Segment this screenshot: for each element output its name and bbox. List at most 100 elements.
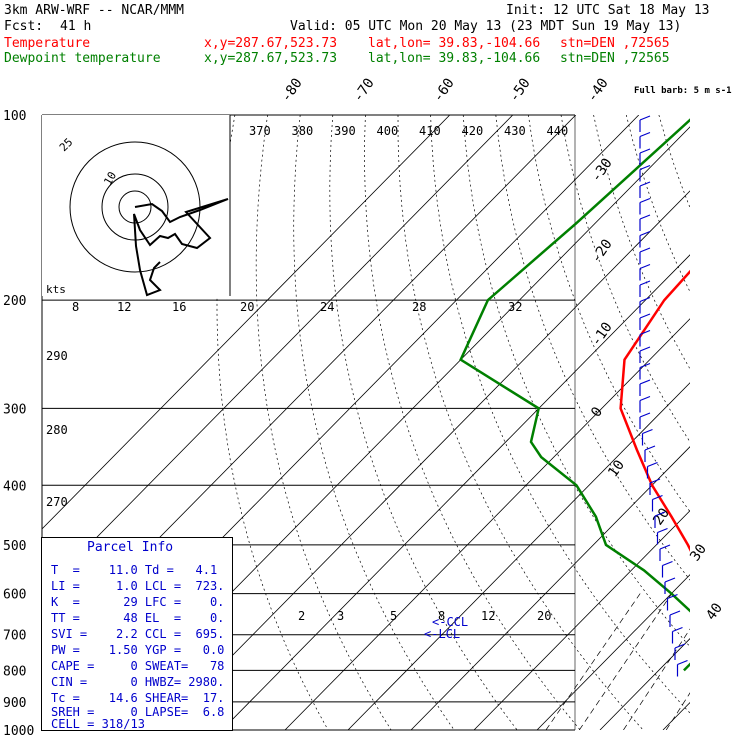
wind-barb-flag	[639, 247, 651, 253]
theta-label: 390	[334, 124, 356, 138]
dry-adiabat-lines	[216, 115, 690, 730]
pressure-label: 300	[3, 402, 26, 417]
wind-barbs	[639, 115, 688, 677]
wind-barb-flag	[639, 346, 651, 352]
hodograph-speed-label: 32	[508, 300, 522, 314]
isotherm-line	[221, 254, 690, 730]
temperature-top-label: -70	[350, 75, 378, 105]
hodograph-ring-label: 10	[101, 170, 119, 188]
hodograph-speed-label: 28	[412, 300, 426, 314]
mixing-ratio-label: 2	[298, 609, 305, 623]
mixing-ratio-label: 12	[481, 609, 495, 623]
parcel-info-panel: Parcel Info T = 11.0 Td = 4.1 LI = 1.0 L…	[41, 537, 233, 731]
temperature-top-label: -50	[506, 75, 534, 105]
init-time: Init: 12 UTC Sat 18 May 13	[506, 3, 710, 18]
parcel-row: CELL = 318/13	[51, 717, 145, 731]
dry-adiabat-line	[462, 115, 690, 648]
isotherm-line	[473, 510, 690, 730]
wind-barb-flag	[657, 527, 668, 534]
parcel-row: LI = 1.0 LCL = 723.	[51, 579, 225, 593]
adiabat-label: 280	[46, 423, 68, 437]
wind-barb-flag	[639, 214, 651, 220]
isotherm-line	[536, 574, 690, 730]
wind-barb-flag	[639, 280, 651, 286]
temperature-station: stn=DEN ,72565	[560, 36, 670, 51]
temperature-right-label: -30	[588, 155, 616, 185]
isotherm-line	[726, 115, 740, 730]
forecast-label: Fcst:	[4, 19, 44, 34]
wind-barb-flag	[639, 412, 651, 418]
dry-adiabat-line	[528, 115, 690, 513]
dry-adiabat-line	[658, 115, 690, 209]
hodograph-trace	[133, 198, 229, 297]
temperature-coords: x,y=287.67,523.73	[204, 36, 338, 51]
parcel-row: T = 11.0 Td = 4.1	[51, 563, 218, 577]
full-barb-note: Full barb: 5 m s-1	[634, 86, 732, 96]
temperature-legend: Temperature	[4, 36, 91, 51]
theta-label: 380	[292, 124, 314, 138]
ccl-annotation: <-CCL	[432, 615, 469, 629]
wind-barb-flag	[662, 560, 673, 567]
adiabat-label: 290	[46, 349, 68, 363]
temperature-right-label: 20	[650, 505, 673, 528]
temperature-top-label: -40	[584, 75, 612, 105]
mixing-ratio-line	[623, 628, 690, 730]
theta-label: 400	[377, 124, 399, 138]
dry-adiabat-line	[397, 115, 644, 730]
parcel-row: CIN = 0 HWBZ= 2980.	[51, 675, 225, 689]
wind-barb-flag	[652, 494, 663, 501]
parcel-info-title: Parcel Info	[87, 540, 174, 555]
isotherm-line	[42, 115, 514, 594]
pressure-label: 500	[3, 539, 26, 554]
wind-barb-flag	[642, 428, 653, 435]
wind-barb-flag	[639, 296, 651, 303]
temperature-right-label: 40	[703, 600, 726, 623]
pressure-label: 200	[3, 294, 26, 309]
wind-barb-flag	[669, 610, 681, 616]
wind-barb-flag	[639, 379, 651, 385]
dewpoint-latlon: lat,lon= 39.83,-104.66	[368, 51, 541, 66]
dry-adiabat-line	[625, 115, 690, 293]
theta-label: 420	[462, 124, 484, 138]
pressure-label: 400	[3, 479, 26, 494]
axis-labels: 100 200 300 400 500 600 700 800 900 1000 -80 -70 -60…	[3, 75, 726, 739]
mixing-ratio-line	[545, 593, 641, 730]
wind-barb-flag	[654, 511, 666, 517]
temperature-latlon: lat,lon= 39.83,-104.66	[368, 36, 541, 51]
wind-barb-flag	[667, 593, 678, 600]
isotherm-line	[42, 115, 451, 530]
mixing-ratio-lines	[545, 593, 690, 730]
pressure-label: 900	[3, 696, 26, 711]
pressure-label: 700	[3, 629, 26, 644]
temperature-right-label: 30	[687, 541, 710, 564]
parcel-row: PW = 1.50 YGP = 0.0	[51, 643, 225, 657]
isotherm-line	[410, 446, 690, 730]
dry-adiabat-line	[216, 115, 329, 730]
wind-barb-flag	[639, 181, 651, 187]
wind-barb-flag	[674, 643, 686, 649]
wind-barb-flag	[639, 362, 651, 369]
valid-time: Valid: 05 UTC Mon 20 May 13 (23 MDT Sun …	[290, 19, 682, 34]
wind-barb-flag	[639, 395, 651, 402]
parcel-row: TT = 48 EL = 0.	[51, 611, 225, 625]
hodograph-background	[42, 115, 230, 296]
hodograph-speed-label: 12	[117, 300, 131, 314]
wind-barb-flag	[647, 461, 658, 468]
wind-barb-flag	[649, 478, 661, 484]
wind-barb-flag	[677, 659, 688, 666]
dry-adiabat-line	[255, 115, 392, 730]
theta-label: 440	[547, 124, 569, 138]
mixing-ratio-label: 5	[390, 609, 397, 623]
pressure-label: 800	[3, 664, 26, 679]
wind-barb-flag	[672, 626, 683, 633]
lcl-annotation: <-LCL	[424, 627, 461, 641]
isotherm-line	[284, 318, 690, 730]
hodograph-units: kts	[46, 283, 66, 296]
mixing-ratio-label: 8	[438, 609, 445, 623]
sounding-profiles	[459, 118, 690, 672]
dry-adiabat-line	[430, 115, 690, 714]
theta-label: 370	[249, 124, 271, 138]
wind-barb-flag	[639, 313, 651, 319]
adiabat-label: 270	[46, 495, 68, 509]
